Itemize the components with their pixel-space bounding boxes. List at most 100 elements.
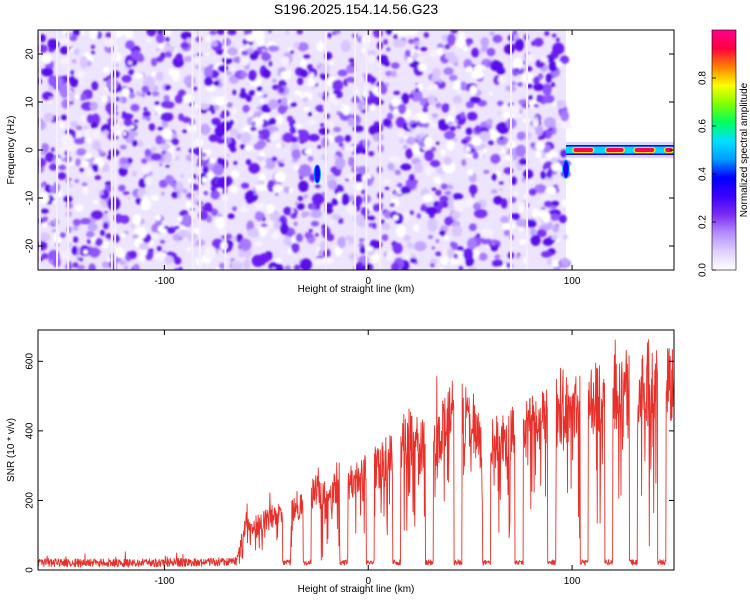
noise-blob bbox=[76, 148, 87, 156]
noise-blob bbox=[71, 245, 78, 256]
noise-blob bbox=[489, 91, 492, 96]
noise-blob bbox=[385, 70, 392, 77]
noise-blob bbox=[258, 253, 271, 263]
noise-blob bbox=[132, 214, 142, 226]
noise-blob bbox=[143, 107, 148, 111]
noise-blob bbox=[317, 92, 324, 98]
noise-blob bbox=[370, 103, 376, 111]
noise-blob bbox=[271, 156, 278, 162]
noise-blob bbox=[550, 49, 560, 60]
noise-blob bbox=[459, 112, 466, 119]
noise-blob bbox=[118, 166, 128, 177]
noise-blob bbox=[308, 133, 320, 142]
noise-blob bbox=[462, 46, 469, 52]
noise-blob bbox=[433, 176, 442, 184]
noise-blob bbox=[444, 216, 453, 226]
noise-blob bbox=[424, 136, 433, 148]
noise-blob bbox=[389, 155, 401, 163]
noise-blob bbox=[125, 130, 138, 138]
spectrogram-x-tick-label: -100 bbox=[154, 276, 174, 287]
noise-blob bbox=[510, 176, 517, 186]
noise-blob bbox=[125, 40, 135, 50]
noise-blob bbox=[163, 94, 170, 102]
noise-blob bbox=[51, 147, 55, 152]
noise-blob bbox=[151, 57, 158, 67]
noise-blob bbox=[444, 190, 452, 196]
noise-blob bbox=[60, 133, 74, 147]
noise-blob bbox=[536, 229, 547, 238]
noise-blob bbox=[206, 85, 216, 92]
noise-blob bbox=[240, 131, 252, 144]
noise-blob bbox=[295, 233, 304, 243]
snr-x-tick-label: 0 bbox=[365, 576, 371, 587]
spectrogram-y-tick-label: -20 bbox=[25, 238, 36, 253]
noise-blob bbox=[213, 80, 220, 87]
noise-blob bbox=[297, 42, 309, 52]
noise-blob bbox=[360, 246, 366, 254]
noise-blob bbox=[418, 113, 430, 124]
noise-blob bbox=[393, 33, 398, 40]
noise-blob bbox=[516, 218, 527, 227]
noise-blob bbox=[253, 143, 264, 150]
noise-blob bbox=[357, 217, 367, 228]
noise-blob bbox=[138, 242, 149, 250]
noise-blob bbox=[521, 176, 526, 183]
noise-blob bbox=[308, 111, 312, 117]
noise-blob bbox=[161, 128, 173, 139]
noise-blob bbox=[313, 110, 318, 116]
noise-blob bbox=[231, 261, 243, 270]
noise-blob bbox=[512, 190, 520, 198]
noise-blob bbox=[396, 224, 406, 238]
noise-blob bbox=[130, 224, 135, 229]
noise-blob bbox=[403, 144, 408, 150]
noise-blob bbox=[174, 256, 182, 265]
noise-blob bbox=[92, 140, 101, 151]
noise-blob bbox=[503, 44, 515, 55]
colorbar-ticks: 0.0 0.2 0.4 0.6 0.8 bbox=[698, 71, 716, 277]
noise-blob bbox=[254, 91, 263, 96]
noise-blob bbox=[157, 30, 164, 35]
noise-blob bbox=[169, 181, 176, 187]
noise-blob bbox=[492, 259, 504, 268]
noise-blob bbox=[511, 81, 517, 86]
noise-blob bbox=[367, 215, 376, 221]
noise-blob bbox=[297, 129, 304, 134]
noise-blob bbox=[226, 47, 238, 56]
noise-blob bbox=[293, 221, 298, 227]
noise-blob bbox=[290, 136, 298, 143]
signal-band bbox=[565, 142, 674, 158]
noise-blob bbox=[73, 48, 80, 56]
noise-blob bbox=[386, 112, 394, 120]
noise-blob bbox=[230, 128, 239, 137]
noise-blob bbox=[229, 186, 239, 194]
noise-blob bbox=[368, 151, 375, 157]
noise-blob bbox=[369, 239, 379, 248]
noise-blob bbox=[204, 76, 213, 87]
noise-blob bbox=[504, 105, 511, 112]
noise-blob bbox=[333, 30, 341, 35]
noise-blob bbox=[126, 157, 133, 164]
noise-blob bbox=[176, 147, 181, 151]
noise-blob bbox=[367, 50, 377, 56]
noise-blob bbox=[249, 111, 254, 116]
noise-blob bbox=[65, 202, 73, 209]
colorbar-tick-label: 0.4 bbox=[698, 167, 709, 181]
noise-blob bbox=[99, 190, 104, 196]
colorbar-label: Normalized spectral amplitude bbox=[739, 82, 750, 217]
noise-blob bbox=[215, 267, 221, 270]
noise-blob bbox=[515, 144, 527, 157]
noise-blob bbox=[297, 77, 304, 86]
noise-blob bbox=[105, 233, 112, 239]
noise-blob bbox=[544, 31, 550, 36]
colorbar-tick-label: 0.2 bbox=[698, 215, 709, 229]
noise-blob bbox=[381, 223, 391, 231]
noise-blob bbox=[61, 114, 67, 121]
noise-blob bbox=[58, 82, 69, 96]
noise-blob bbox=[145, 116, 151, 122]
noise-blob bbox=[163, 30, 172, 36]
noise-blob bbox=[381, 234, 389, 242]
noise-blob bbox=[118, 184, 126, 192]
noise-blob bbox=[332, 79, 344, 92]
noise-blob bbox=[441, 34, 449, 42]
noise-blob bbox=[497, 100, 504, 107]
